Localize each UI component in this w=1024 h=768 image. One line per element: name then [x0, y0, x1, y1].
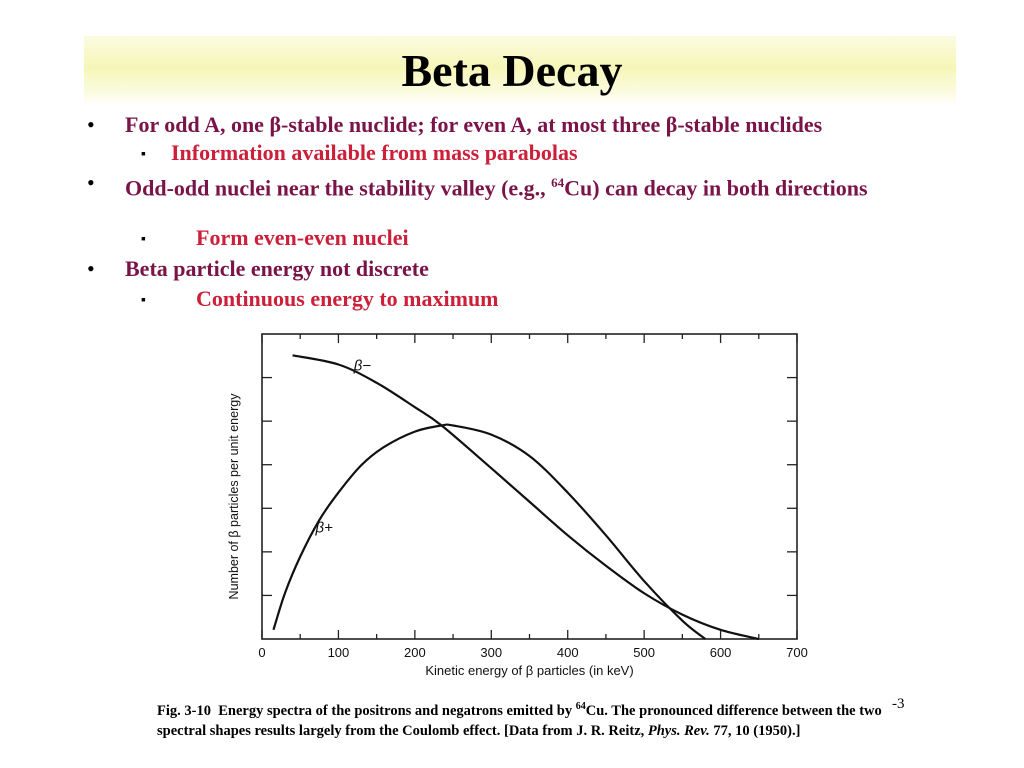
bullet-item: • For odd A, one β-stable nuclide; for e…: [87, 112, 955, 138]
bullet-text-pre: Odd-odd nuclei near the stability valley…: [125, 175, 552, 201]
x-axis-label: Kinetic energy of β particles (in keV): [425, 663, 633, 678]
sub-bullet-item: ▪ Form even-even nuclei: [141, 225, 409, 251]
bullet-text: For odd A, one β-stable nuclide; for eve…: [125, 112, 823, 137]
sub-bullet-symbol: ▪: [141, 293, 146, 308]
caption-text-3: 77, 10 (1950).]: [709, 722, 801, 739]
x-tick-label: 100: [328, 645, 350, 660]
caption-text-1: Energy spectra of the positrons and nega…: [218, 702, 576, 719]
sub-bullet-item: ▪ Continuous energy to maximum: [141, 286, 499, 312]
slide-number: -3: [892, 696, 905, 712]
bullet-item: • Beta particle energy not discrete: [87, 256, 955, 282]
beta-minus-curve: [292, 354, 760, 641]
beta-minus-label: β−: [353, 358, 372, 375]
bullet-symbol: •: [87, 112, 95, 137]
beta-plus-label: β+: [315, 519, 334, 536]
figure-label: Fig. 3-10: [157, 702, 211, 719]
x-tick-label: 400: [557, 645, 579, 660]
sub-bullet-symbol: ▪: [141, 147, 146, 162]
sub-bullet-text: Information available from mass parabola…: [171, 140, 578, 165]
sub-bullet-item: ▪ Information available from mass parabo…: [141, 140, 578, 166]
bullet-text: Beta particle energy not discrete: [125, 256, 429, 281]
x-tick-label: 500: [633, 645, 655, 660]
superscript-mass: 64: [551, 175, 565, 190]
x-tick-label: 0: [258, 645, 265, 660]
bullet-symbol: •: [87, 170, 95, 195]
y-axis-label: Number of β particles per unit energy: [227, 393, 241, 600]
energy-spectrum-chart: 0 100 200 300 400 500 600 700 Kinetic energy of …: [227, 333, 808, 678]
x-tick-label: 600: [710, 645, 732, 660]
sub-bullet-symbol: ▪: [141, 232, 146, 247]
bullet-item: • Odd-odd nuclei near the stability vall…: [87, 170, 905, 201]
slide-title: Beta Decay: [401, 45, 623, 96]
bullet-text-post: Cu) can decay in both directions: [564, 175, 868, 201]
caption-superscript: 64: [575, 701, 586, 712]
x-tick-label: 300: [480, 645, 502, 660]
caption-text-2: Cu. The pronounced difference between th…: [157, 702, 882, 739]
bullet-symbol: •: [87, 256, 95, 281]
beta-plus-curve: [272, 423, 706, 640]
caption-journal: Phys. Rev.: [647, 722, 710, 739]
sub-bullet-text: Continuous energy to maximum: [196, 286, 499, 311]
x-tick-label: 200: [404, 645, 426, 660]
figure-caption: Fig. 3-10 Energy spectra of the positron…: [157, 697, 885, 741]
x-tick-label: 700: [786, 645, 808, 660]
sub-bullet-text: Form even-even nuclei: [196, 225, 409, 250]
title-band: [84, 36, 956, 106]
